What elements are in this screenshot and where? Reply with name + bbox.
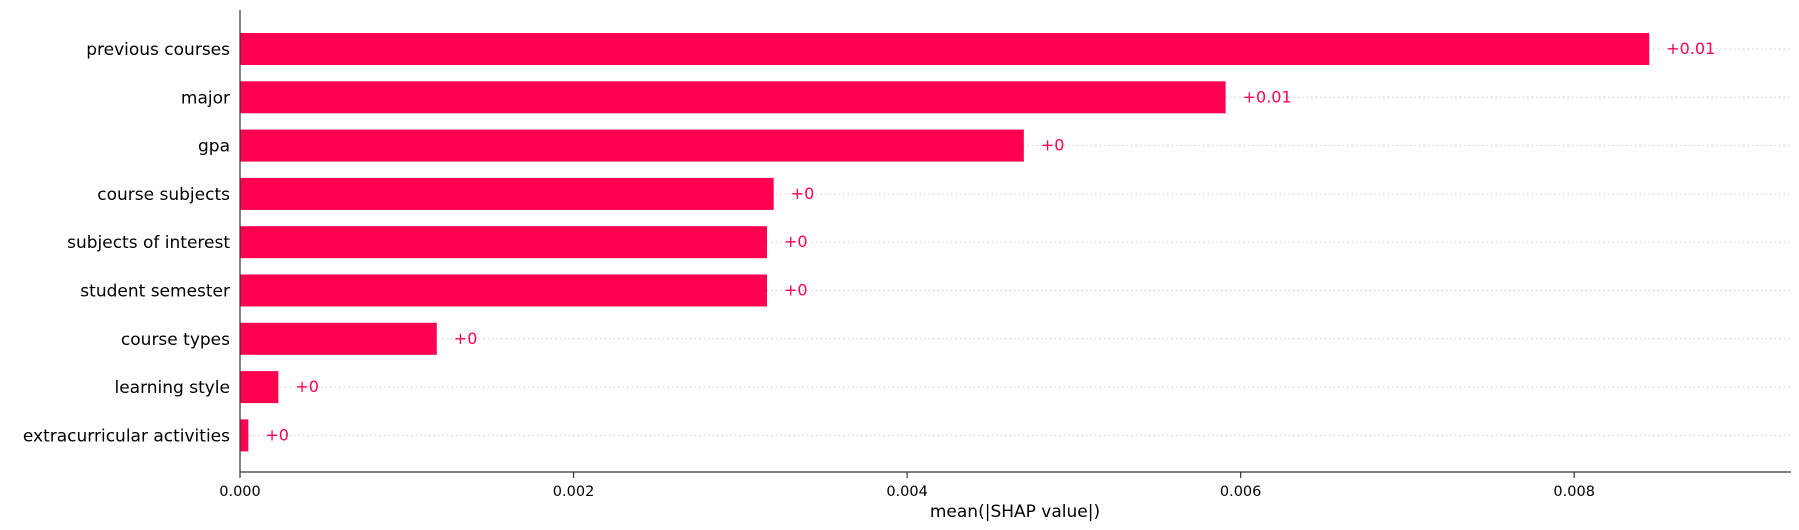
data-label: +0.01	[1243, 87, 1292, 106]
bar	[240, 371, 279, 404]
x-tick-label: 0.008	[1553, 484, 1595, 500]
bar	[240, 226, 768, 259]
data-label: +0	[265, 425, 289, 444]
bar	[240, 419, 249, 452]
bars-group	[240, 33, 1650, 452]
category-label: student semester	[80, 282, 230, 302]
bar	[240, 274, 768, 307]
category-label: major	[181, 88, 230, 108]
category-label: subjects of interest	[67, 233, 230, 253]
bar	[240, 322, 437, 355]
category-label: course types	[121, 330, 230, 350]
category-label: previous courses	[86, 40, 230, 60]
data-label: +0	[784, 232, 808, 251]
category-label: course subjects	[97, 185, 230, 205]
bar	[240, 177, 774, 210]
category-label: learning style	[114, 378, 230, 398]
category-label: extracurricular activities	[23, 426, 230, 446]
category-labels: previous courses major gpa course subjects s…	[23, 40, 230, 446]
data-label: +0	[784, 281, 808, 300]
data-labels: +0.01 +0.01 +0 +0 +0 +0 +0 +0 +0	[265, 39, 1715, 444]
x-axis-title: mean(|SHAP value|)	[930, 502, 1100, 522]
data-label: +0	[791, 184, 815, 203]
data-label: +0.01	[1666, 39, 1715, 58]
data-label: +0	[454, 329, 478, 348]
bar	[240, 81, 1226, 114]
data-label: +0	[295, 377, 319, 396]
x-tick-label: 0.004	[886, 484, 928, 500]
bar	[240, 129, 1024, 162]
bar	[240, 33, 1650, 65]
category-label: gpa	[198, 137, 230, 157]
x-tick-label: 0.006	[1220, 484, 1262, 500]
x-axis-ticks: 0.000 0.002 0.004 0.006 0.008	[219, 472, 1595, 500]
data-label: +0	[1041, 136, 1065, 155]
x-tick-label: 0.002	[553, 484, 595, 500]
x-tick-label: 0.000	[219, 484, 261, 500]
